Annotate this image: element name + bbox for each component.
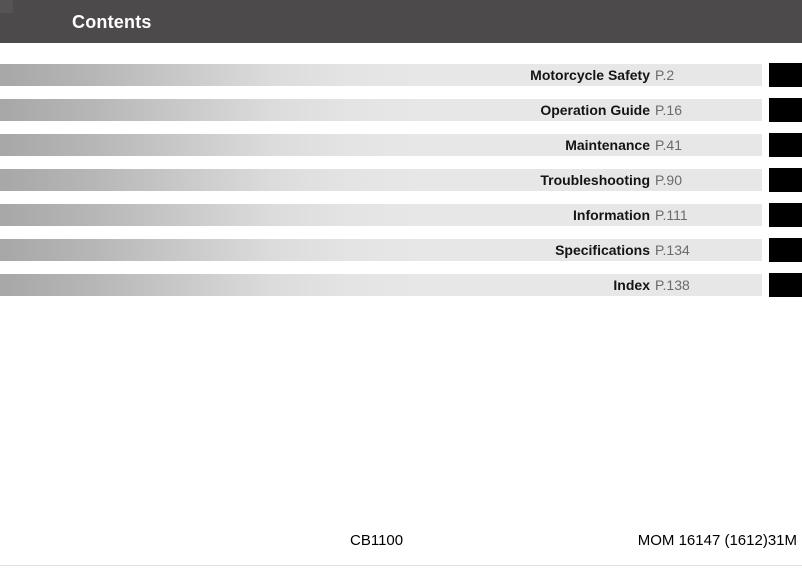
toc-entry-bar[interactable]	[0, 64, 762, 86]
toc-entry-page-ref: P.90	[655, 172, 682, 188]
toc-entry-label: Maintenance P.41	[565, 134, 682, 156]
thumb-index-tab[interactable]	[769, 63, 802, 87]
toc-entry[interactable]: Index P.138	[0, 273, 802, 297]
thumb-index-tab[interactable]	[769, 168, 802, 192]
toc-entry-bar[interactable]	[0, 274, 762, 296]
toc-entry-title: Specifications	[555, 242, 650, 258]
thumb-index-tab[interactable]	[769, 133, 802, 157]
toc-entry-page-ref: P.2	[655, 67, 675, 83]
toc-entry-title: Motorcycle Safety	[530, 67, 650, 83]
toc-entry-label: Operation Guide P.16	[540, 99, 682, 121]
toc-entry-title: Index	[613, 277, 650, 293]
toc-entry-page-ref: P.111	[655, 207, 688, 223]
toc-entry-bar[interactable]	[0, 239, 762, 261]
toc-entry[interactable]: Motorcycle Safety P.2	[0, 63, 802, 87]
toc-entry[interactable]: Maintenance P.41	[0, 133, 802, 157]
toc-entry-page-ref: P.134	[655, 242, 690, 258]
toc-entry-bar[interactable]	[0, 204, 762, 226]
toc-list: Motorcycle Safety P.2 Operation Guide P.…	[0, 63, 802, 309]
contents-header: Contents	[0, 0, 802, 43]
toc-entry[interactable]: Troubleshooting P.90	[0, 168, 802, 192]
toc-entry[interactable]: Operation Guide P.16	[0, 98, 802, 122]
bottom-divider	[0, 565, 802, 566]
model-name: CB1100	[350, 532, 404, 549]
toc-entry-bar[interactable]	[0, 99, 762, 121]
document-code: MOM 16147 (1612)31M	[637, 532, 797, 549]
thumb-index-tab[interactable]	[769, 98, 802, 122]
toc-entry-bar[interactable]	[0, 134, 762, 156]
toc-entry-title: Maintenance	[565, 137, 650, 153]
toc-entry-page-ref: P.16	[655, 102, 682, 118]
toc-entry[interactable]: Information P.111	[0, 203, 802, 227]
toc-entry-title: Information	[573, 207, 650, 223]
thumb-index-tab[interactable]	[769, 273, 802, 297]
toc-entry-label: Information P.111	[573, 204, 688, 226]
header-corner-mark	[0, 0, 13, 13]
thumb-index-tab[interactable]	[769, 203, 802, 227]
toc-entry-page-ref: P.41	[655, 137, 682, 153]
toc-entry-label: Index P.138	[613, 274, 689, 296]
thumb-index-tab[interactable]	[769, 238, 802, 262]
page-title: Contents	[72, 12, 152, 32]
toc-entry-bar[interactable]	[0, 169, 762, 191]
toc-entry-label: Troubleshooting P.90	[540, 169, 682, 191]
toc-entry-label: Specifications P.134	[555, 239, 690, 261]
toc-entry-title: Operation Guide	[540, 102, 650, 118]
toc-entry-title: Troubleshooting	[540, 172, 650, 188]
toc-entry[interactable]: Specifications P.134	[0, 238, 802, 262]
toc-entry-label: Motorcycle Safety P.2	[530, 64, 674, 86]
toc-entry-page-ref: P.138	[655, 277, 690, 293]
